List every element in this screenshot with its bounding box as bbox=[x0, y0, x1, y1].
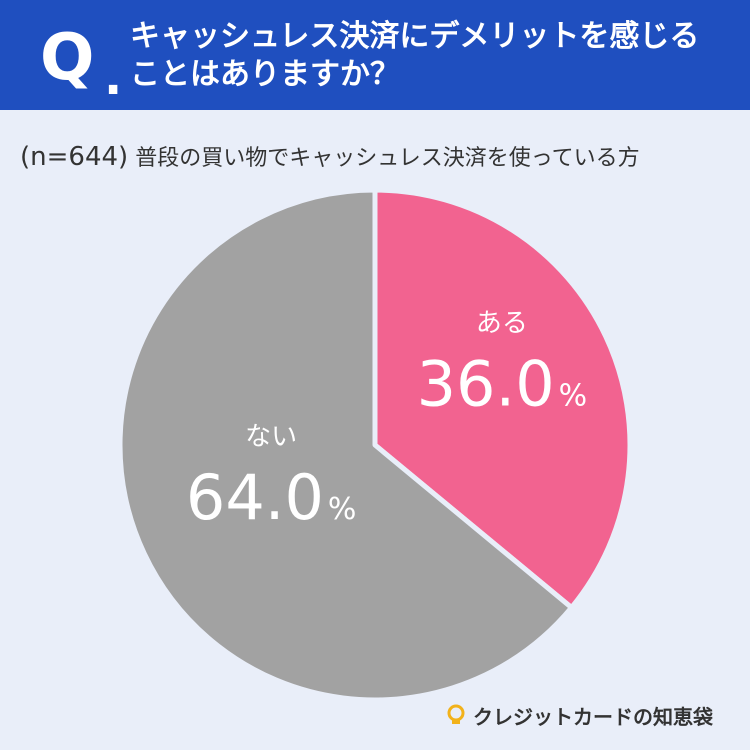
pie-slices bbox=[117, 187, 633, 703]
lightbulb-icon bbox=[447, 704, 465, 724]
slice-value-label: 36.0% bbox=[417, 347, 588, 420]
pie-labels: ある 36.0 % ない 64.0% bbox=[186, 308, 587, 534]
pie-slice-1 bbox=[372, 187, 633, 611]
slice-category-label: ない bbox=[245, 422, 297, 452]
question-title-line-1: キャッシュレス決済にデメリットを感じる bbox=[130, 19, 700, 54]
brand-name: クレジットカードの知恵袋 bbox=[473, 704, 713, 729]
question-title: キャッシュレス決済にデメリットを感じる ことはありますか？ bbox=[130, 18, 730, 94]
pie-slice-2 bbox=[117, 187, 574, 703]
slice-value-label: 64.0% bbox=[186, 461, 357, 534]
sample-description: (n=644) 普段の買い物でキャッシュレス決済を使っている方 bbox=[20, 140, 740, 176]
question-header: Q . キャッシュレス決済にデメリットを感じる ことはありますか？ bbox=[0, 0, 750, 110]
sample-text: 普段の買い物でキャッシュレス決済を使っている方 bbox=[135, 146, 640, 171]
q-dot: . bbox=[104, 50, 123, 106]
sample-size: (n=644) bbox=[20, 142, 129, 172]
q-mark: Q . bbox=[40, 18, 130, 106]
question-title-line-2: ことはありますか？ bbox=[130, 57, 400, 92]
slice-category-label: ある bbox=[476, 308, 528, 338]
q-letter: Q bbox=[40, 21, 95, 95]
brand-logo: クレジットカードの知恵袋 bbox=[445, 700, 713, 730]
